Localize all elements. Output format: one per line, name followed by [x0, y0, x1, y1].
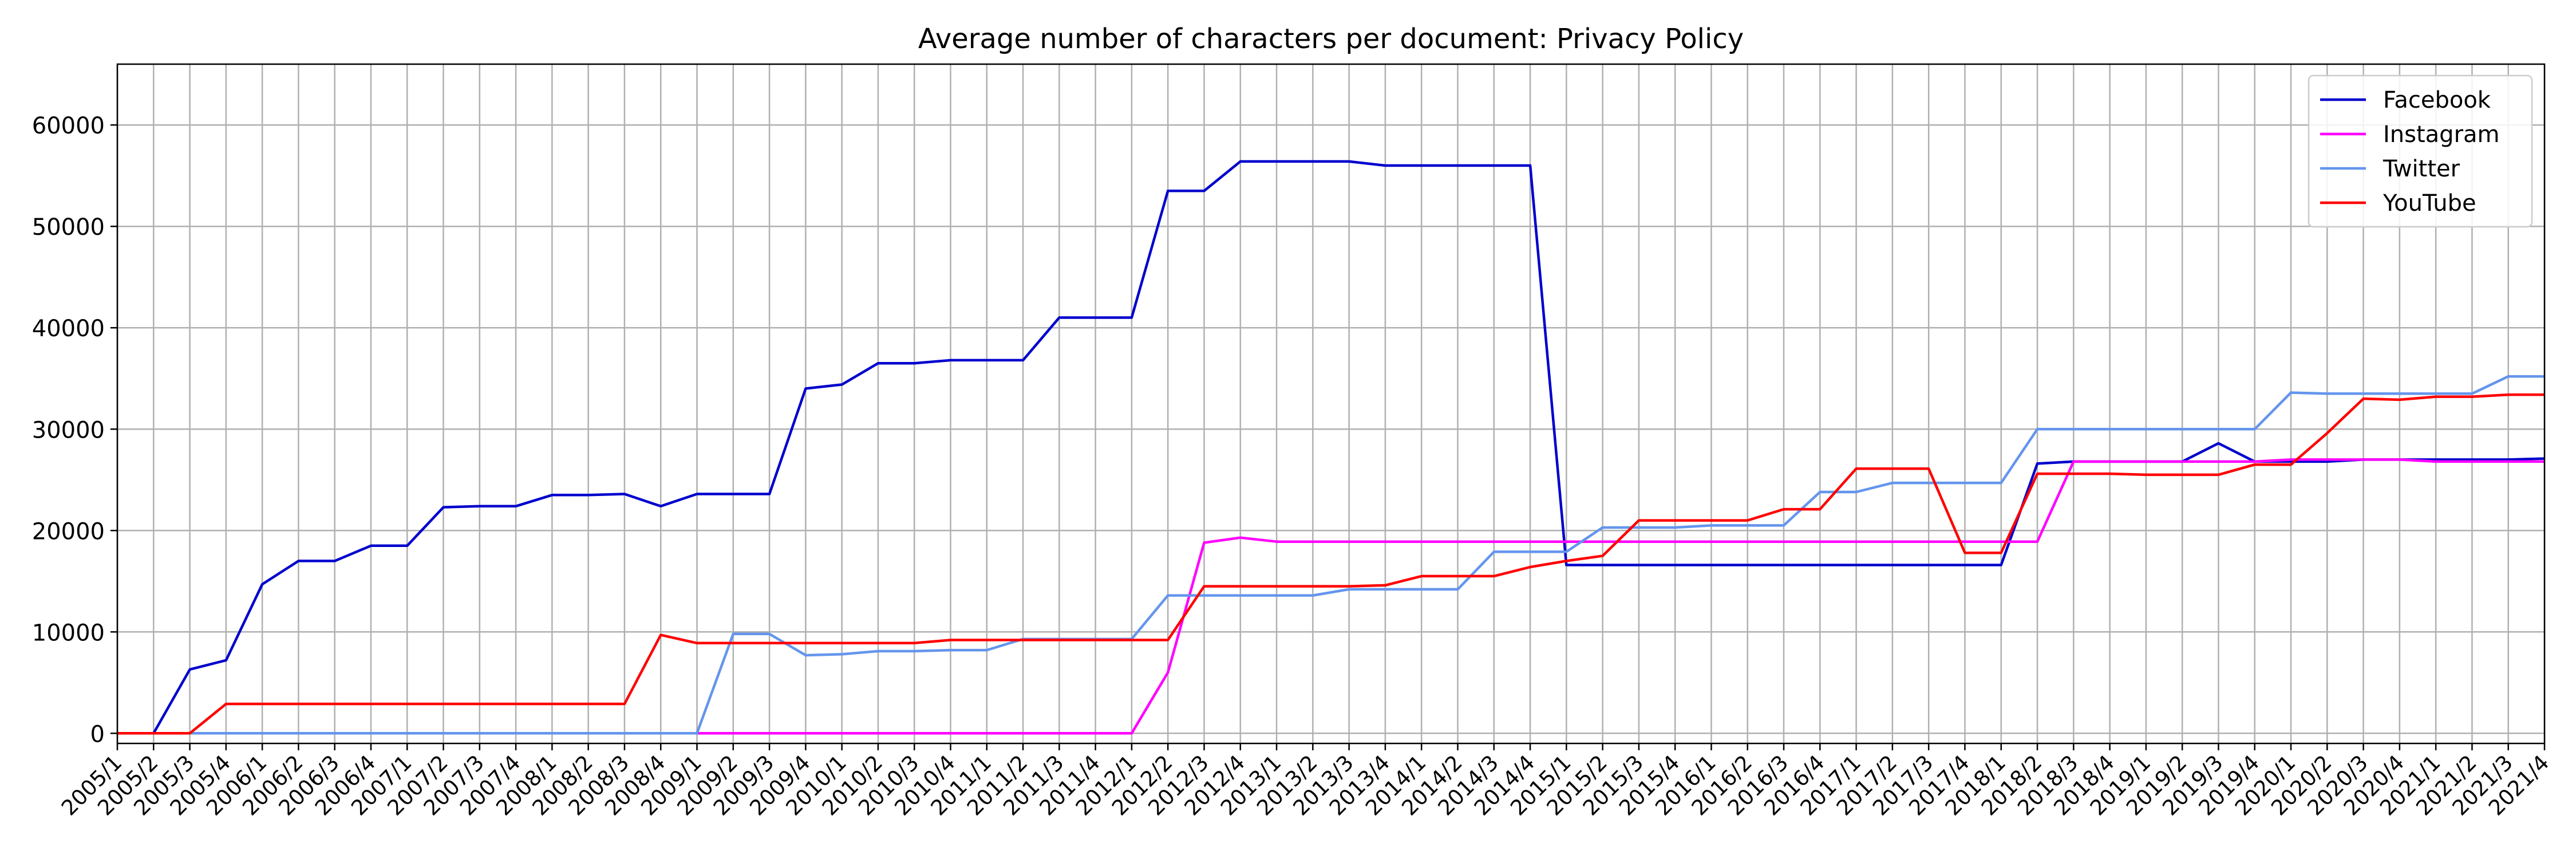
chart-title: Average number of characters per documen…	[918, 23, 1744, 55]
series-lines	[117, 160, 2545, 735]
y-tick-label: 10000	[32, 620, 105, 646]
grid	[116, 64, 2546, 743]
y-tick-label: 0	[90, 721, 105, 747]
series-line-twitter	[117, 375, 2545, 735]
y-tick-label: 60000	[32, 113, 105, 139]
plot-frame	[116, 63, 2546, 745]
legend: Facebook Instagram Twitter YouTube	[2308, 74, 2533, 228]
legend-box	[2308, 74, 2533, 228]
y-tick-label: 30000	[32, 417, 105, 443]
legend-label: YouTube	[2383, 190, 2476, 217]
y-tick-label: 20000	[32, 518, 105, 545]
y-tick-label: 40000	[32, 316, 105, 342]
legend-label: Facebook	[2383, 87, 2491, 113]
y-axis: 0 10000 20000 30000 40000 50000 60000	[32, 113, 117, 747]
legend-label: Twitter	[2383, 156, 2460, 182]
series-line-youtube	[117, 393, 2545, 735]
legend-label: Instagram	[2383, 121, 2500, 148]
y-tick-label: 50000	[32, 214, 105, 241]
